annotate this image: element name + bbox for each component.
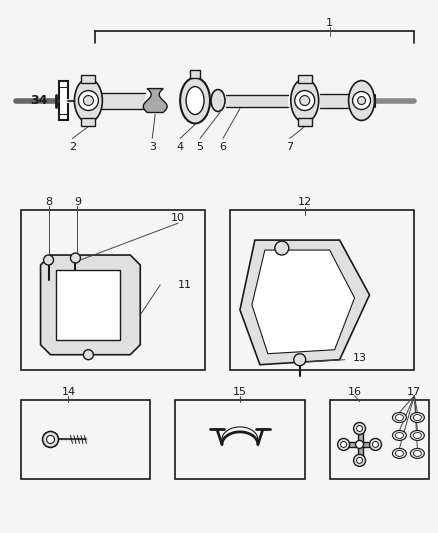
- Circle shape: [372, 441, 378, 447]
- Text: 5: 5: [197, 142, 204, 152]
- Bar: [343, 442, 375, 447]
- Text: 16: 16: [348, 386, 361, 397]
- Ellipse shape: [291, 78, 319, 123]
- Circle shape: [71, 253, 81, 263]
- Circle shape: [43, 255, 53, 265]
- Text: 13: 13: [353, 353, 367, 363]
- Ellipse shape: [392, 431, 406, 440]
- Text: 12: 12: [298, 197, 312, 207]
- Ellipse shape: [410, 448, 424, 458]
- Circle shape: [357, 425, 363, 432]
- Text: 17: 17: [407, 386, 421, 397]
- Ellipse shape: [396, 432, 403, 439]
- Bar: [81, 75, 95, 83]
- Bar: [226, 94, 288, 107]
- Bar: [21, 400, 150, 479]
- Text: 1: 1: [326, 18, 333, 28]
- Circle shape: [275, 241, 289, 255]
- Ellipse shape: [410, 431, 424, 440]
- Circle shape: [42, 432, 59, 447]
- Circle shape: [300, 95, 310, 106]
- Circle shape: [295, 91, 314, 110]
- Bar: [298, 75, 312, 83]
- Polygon shape: [252, 250, 355, 354]
- Circle shape: [370, 439, 381, 450]
- Text: 10: 10: [171, 213, 185, 223]
- Circle shape: [294, 354, 306, 366]
- Bar: [298, 118, 312, 126]
- Circle shape: [353, 92, 371, 109]
- Circle shape: [83, 95, 93, 106]
- Ellipse shape: [396, 450, 403, 456]
- Bar: [59, 80, 68, 120]
- Ellipse shape: [180, 78, 210, 124]
- Bar: [230, 210, 414, 370]
- Ellipse shape: [186, 86, 204, 115]
- Circle shape: [357, 457, 363, 463]
- Ellipse shape: [413, 415, 421, 421]
- Text: 14: 14: [61, 386, 75, 397]
- Bar: [190, 70, 200, 78]
- Ellipse shape: [396, 415, 403, 421]
- Circle shape: [83, 350, 93, 360]
- Polygon shape: [56, 270, 120, 340]
- Text: 9: 9: [74, 197, 81, 207]
- Text: 4: 4: [177, 142, 184, 152]
- Polygon shape: [41, 255, 140, 355]
- Ellipse shape: [392, 448, 406, 458]
- Bar: [357, 429, 363, 461]
- Circle shape: [341, 441, 346, 447]
- Bar: [175, 400, 305, 479]
- Circle shape: [357, 96, 366, 104]
- Ellipse shape: [74, 78, 102, 123]
- Text: 8: 8: [45, 197, 52, 207]
- Text: 7: 7: [286, 142, 293, 152]
- Text: 2: 2: [69, 142, 76, 152]
- Bar: [320, 94, 348, 108]
- Circle shape: [78, 91, 99, 110]
- Text: 15: 15: [233, 386, 247, 397]
- Text: 34: 34: [30, 94, 47, 107]
- Polygon shape: [240, 240, 370, 365]
- Bar: [102, 93, 145, 109]
- Circle shape: [338, 439, 350, 450]
- Circle shape: [46, 435, 54, 443]
- Circle shape: [356, 440, 364, 448]
- Bar: [21, 210, 205, 370]
- Ellipse shape: [413, 432, 421, 439]
- Bar: [81, 118, 95, 126]
- Text: 6: 6: [219, 142, 226, 152]
- Bar: [330, 400, 429, 479]
- Circle shape: [353, 455, 366, 466]
- Ellipse shape: [349, 80, 374, 120]
- Ellipse shape: [392, 413, 406, 423]
- Polygon shape: [143, 88, 167, 112]
- Text: 3: 3: [149, 142, 156, 152]
- Ellipse shape: [413, 450, 421, 456]
- Text: 11: 11: [178, 280, 192, 290]
- Ellipse shape: [410, 413, 424, 423]
- Ellipse shape: [211, 90, 225, 111]
- Circle shape: [353, 423, 366, 434]
